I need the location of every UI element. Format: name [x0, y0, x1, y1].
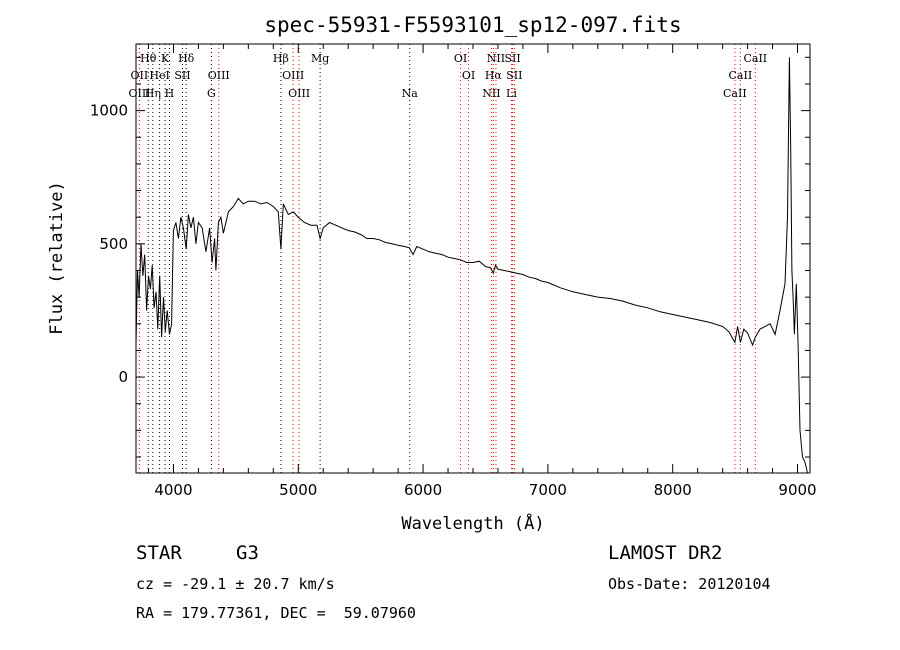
plot-frame — [135, 43, 811, 474]
spectral-line-label: CaII — [743, 52, 767, 65]
spectral-line-markers — [138, 44, 756, 473]
x-tick-label: 5000 — [279, 481, 317, 499]
spectral-line-label: HeI — [149, 69, 169, 82]
spectral-line-label: OIII — [128, 87, 150, 100]
spectral-line-label: CaII — [723, 87, 747, 100]
survey-name: LAMOST DR2 — [608, 542, 723, 564]
object-subclass: G3 — [236, 542, 259, 564]
spectral-line-label: G — [207, 87, 216, 100]
x-axis: 4000 5000 6000 7000 8000 9000 — [147, 44, 817, 499]
spectral-line-label: SII — [506, 69, 522, 82]
spectral-line-label: OIII — [288, 87, 310, 100]
spectral-line-label: Mg — [311, 52, 329, 65]
spectral-line-label: Hβ — [273, 52, 289, 65]
spectral-line-label: Na — [402, 87, 419, 100]
spectral-line-label: Hθ — [140, 52, 157, 65]
coordinates: RA = 179.77361, DEC = 59.07960 — [136, 604, 416, 622]
spectral-line-label: OIII — [208, 69, 230, 82]
spectral-line-label: Hα — [485, 69, 503, 82]
chart-title: spec-55931-F5593101_sp12-097.fits — [264, 13, 681, 37]
spectral-line-label: Hδ — [178, 52, 195, 65]
spectral-line-label: H — [165, 87, 175, 100]
spectral-line-label: SII — [504, 52, 520, 65]
y-tick-label: 0 — [118, 368, 128, 386]
spectral-line-label: OI — [462, 69, 475, 82]
spectral-line-label: Li — [506, 87, 517, 100]
redshift-info: cz = -29.1 ± 20.7 km/s — [136, 575, 335, 593]
y-tick-label: 1000 — [90, 102, 128, 120]
spectral-line-label: K — [161, 52, 170, 65]
spectral-line-label: OII — [131, 69, 149, 82]
x-tick-label: 4000 — [154, 481, 192, 499]
spectral-line-label: NII — [487, 52, 505, 65]
spectral-line-label: SII — [174, 69, 190, 82]
x-tick-label: 9000 — [778, 481, 816, 499]
obs-date: Obs-Date: 20120104 — [608, 575, 771, 593]
x-tick-label: 7000 — [529, 481, 567, 499]
y-tick-label: 500 — [99, 235, 128, 253]
object-class: STAR — [136, 542, 182, 564]
x-axis-label: Wavelength (Å) — [401, 512, 544, 534]
x-tick-label: 8000 — [654, 481, 692, 499]
spectral-line-label: Hη — [145, 87, 161, 100]
spectral-line-label: OIII — [282, 69, 304, 82]
y-axis: 0 500 1000 — [90, 56, 810, 458]
spectral-line-label: CaII — [729, 69, 753, 82]
spectrum-line — [135, 57, 808, 474]
spectral-line-label: NII — [482, 87, 500, 100]
spectral-line-label: OI — [454, 52, 467, 65]
y-axis-label: Flux (relative) — [47, 181, 67, 335]
x-tick-label: 6000 — [404, 481, 442, 499]
